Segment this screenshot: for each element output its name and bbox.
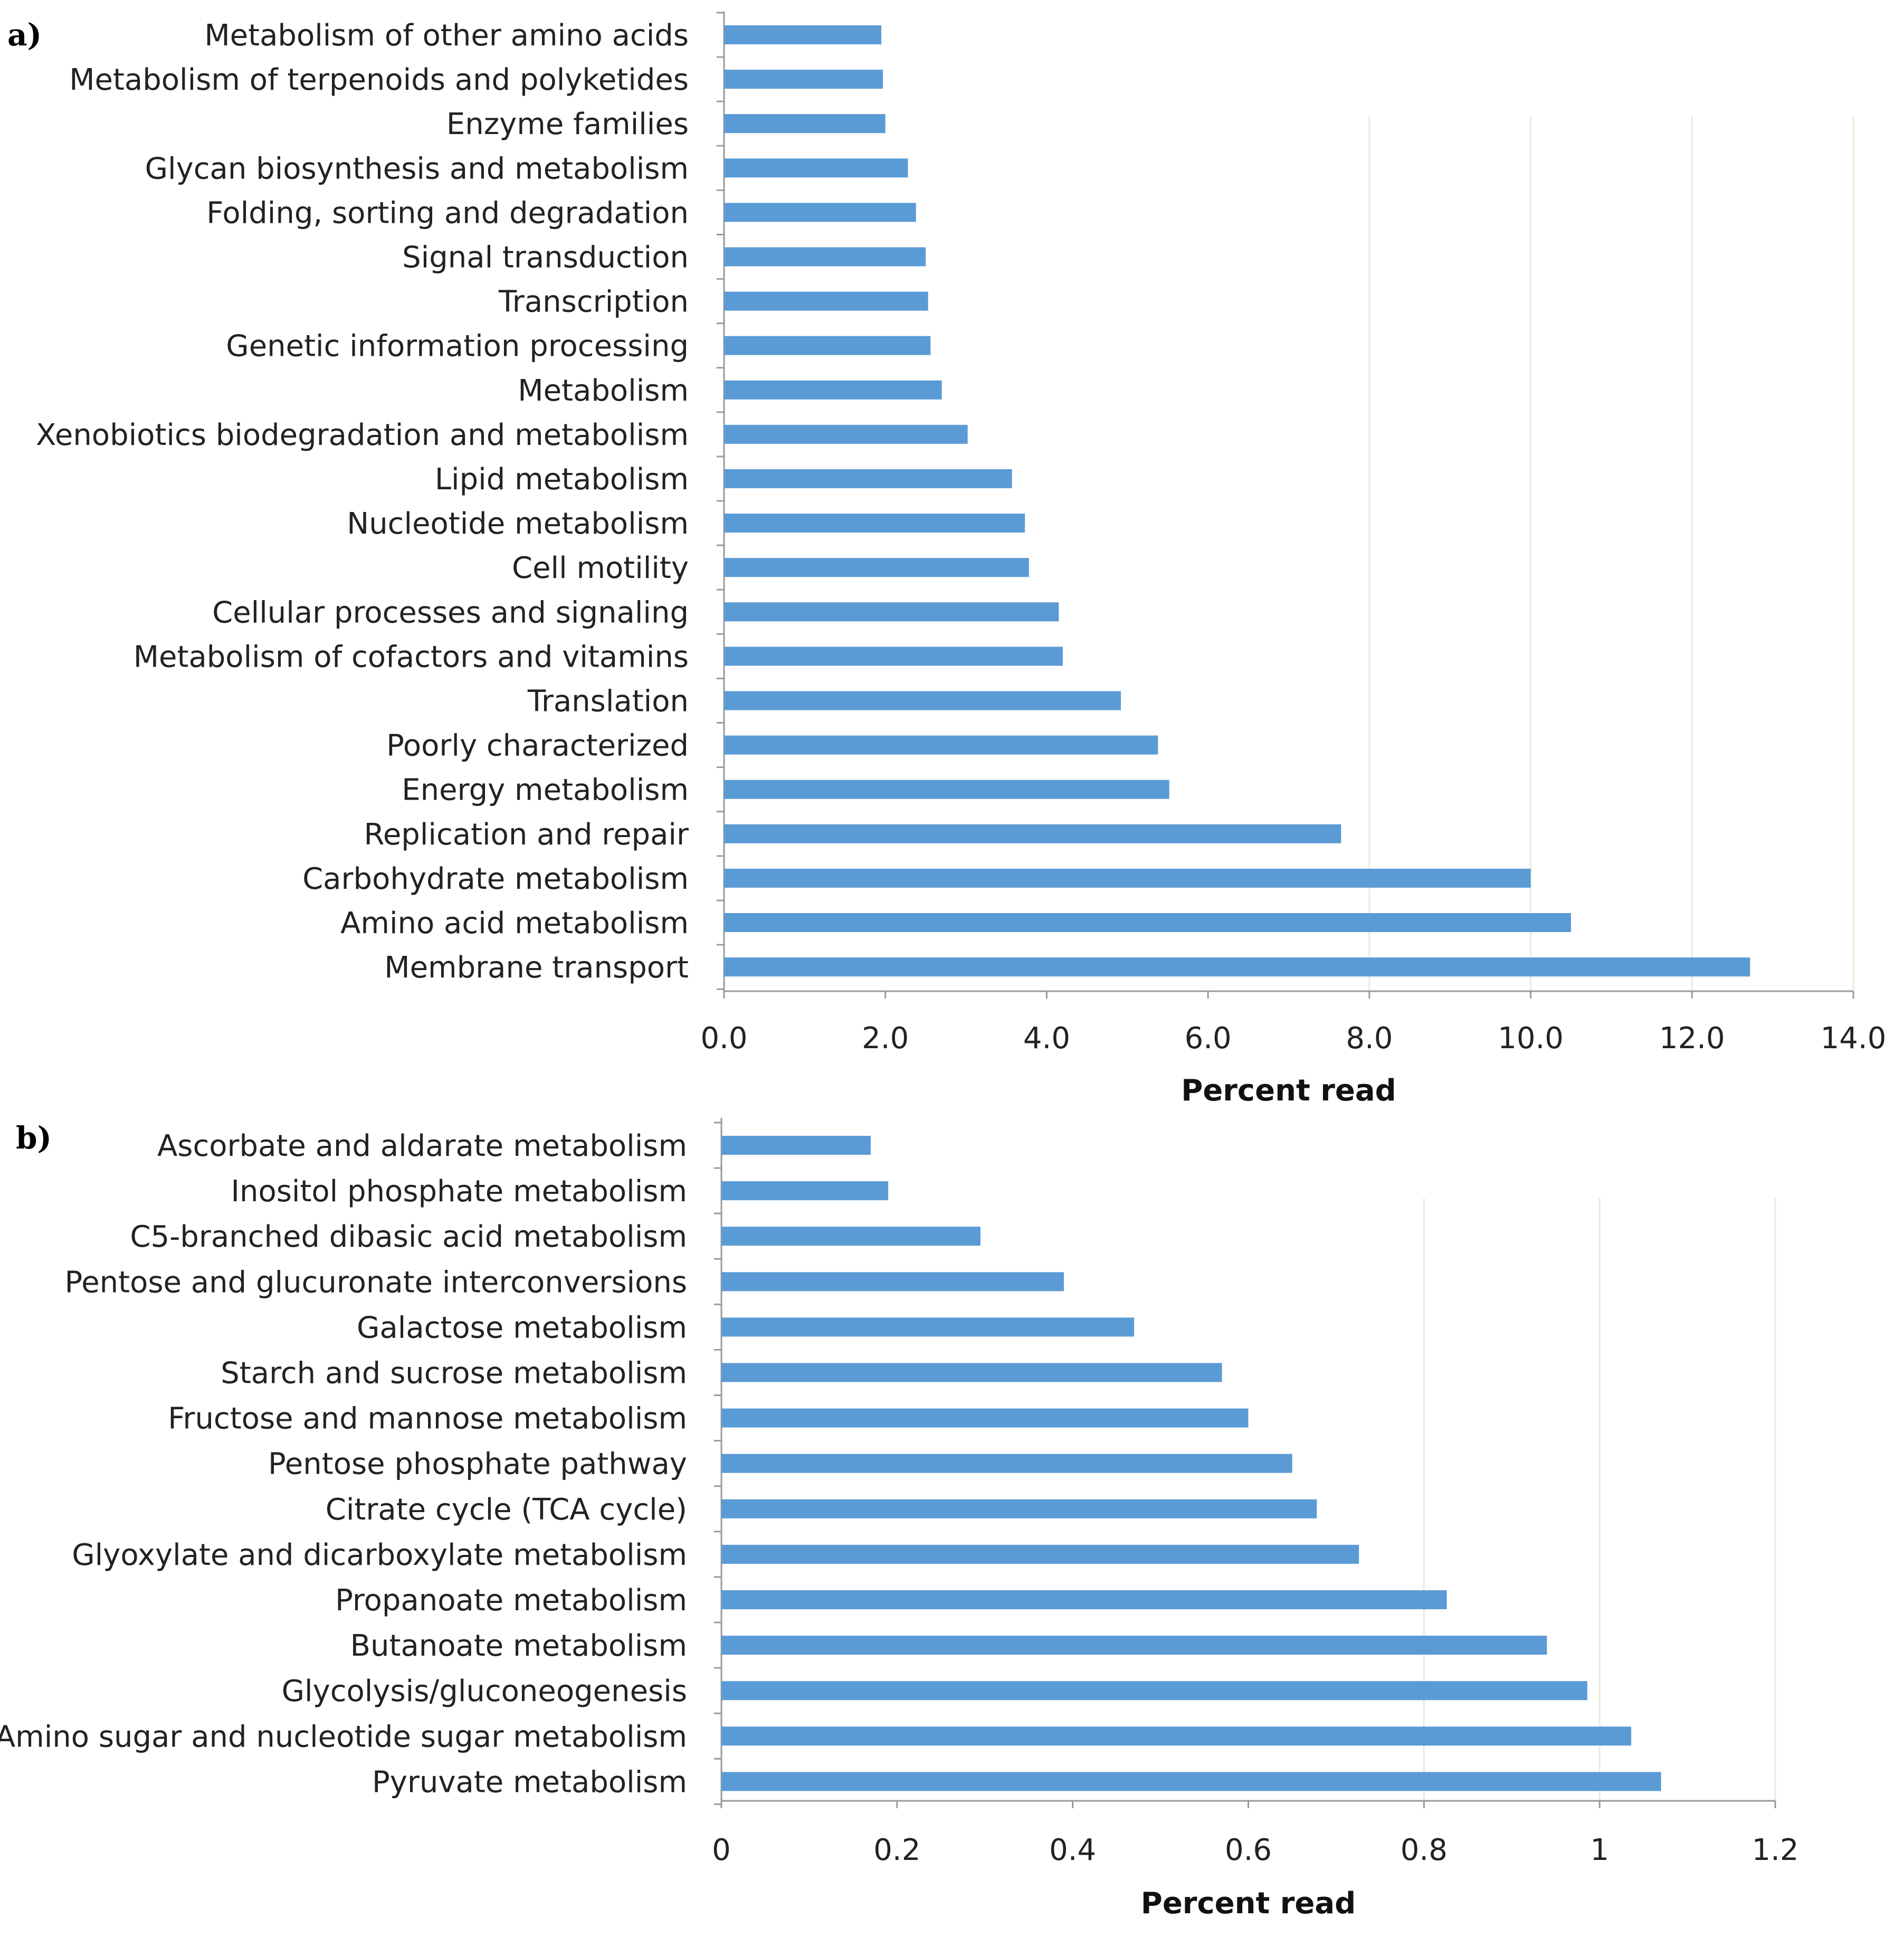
panel-a-bar bbox=[724, 735, 1158, 755]
panel-b-label: b) bbox=[16, 1120, 52, 1156]
panel-b-x-tick-label: 0 bbox=[712, 1833, 731, 1867]
panel-a-bar bbox=[724, 380, 942, 400]
panel-b-x-tick-label: 0.4 bbox=[1049, 1833, 1096, 1867]
panel-b-category-label: Butanoate metabolism bbox=[350, 1629, 687, 1663]
panel-a-bar bbox=[724, 25, 882, 44]
panel-a-bar bbox=[724, 957, 1750, 977]
panel-b-bar bbox=[721, 1726, 1632, 1746]
panel-a-bar bbox=[724, 203, 916, 222]
panel-a-bar bbox=[724, 514, 1025, 533]
panel-b-bar bbox=[721, 1772, 1661, 1791]
panel-a-category-label: Cellular processes and signaling bbox=[212, 595, 689, 630]
panel-a-x-tick-label: 12.0 bbox=[1659, 1021, 1725, 1056]
panel-a-bar bbox=[724, 247, 926, 267]
panel-b-x-axis-title: Percent read bbox=[1141, 1886, 1356, 1921]
panel-a-bar bbox=[724, 868, 1531, 888]
panel-a-bar bbox=[724, 70, 883, 89]
panel-b-bar bbox=[721, 1590, 1447, 1609]
panel-a-category-label: Metabolism bbox=[518, 374, 689, 408]
panel-a-category-label: Lipid metabolism bbox=[435, 462, 689, 497]
panel-b-category-label: Citrate cycle (TCA cycle) bbox=[326, 1493, 687, 1527]
panel-a-x-tick-label: 6.0 bbox=[1185, 1021, 1232, 1056]
panel-b-category-label: Pentose phosphate pathway bbox=[268, 1447, 687, 1482]
panel-a-category-label: Translation bbox=[527, 685, 689, 719]
panel-a-bar bbox=[724, 602, 1059, 622]
panel-a-bar bbox=[724, 114, 886, 134]
panel-b-category-label: Galactose metabolism bbox=[357, 1311, 687, 1345]
panel-a-category-label: Carbohydrate metabolism bbox=[302, 862, 689, 896]
panel-b-bar bbox=[721, 1681, 1587, 1701]
panel-a-category-label: Amino acid metabolism bbox=[340, 906, 689, 941]
panel-b-x-tick-label: 0.2 bbox=[873, 1833, 920, 1867]
panel-b-bar bbox=[721, 1317, 1135, 1337]
panel-a-x-tick-label: 2.0 bbox=[862, 1021, 909, 1056]
panel-a-category-label: Cell motility bbox=[512, 551, 689, 585]
panel-b-bar bbox=[721, 1181, 889, 1201]
panel-a-bar bbox=[724, 824, 1341, 843]
panel-a-category-label: Genetic information processing bbox=[226, 329, 689, 364]
panel-a-x-tick-label: 14.0 bbox=[1821, 1021, 1887, 1056]
panel-b-category-label: Pentose and glucuronate interconversions bbox=[64, 1265, 687, 1299]
panel-b-category-label: Starch and sucrose metabolism bbox=[221, 1356, 687, 1391]
panel-a-x-tick-label: 10.0 bbox=[1498, 1021, 1564, 1056]
panel-a-category-label: Transcription bbox=[498, 285, 689, 319]
panel-a-category-label: Signal transduction bbox=[402, 241, 689, 275]
panel-a-category-label: Enzyme families bbox=[446, 107, 689, 141]
panel-b-x-tick-label: 1 bbox=[1590, 1833, 1609, 1867]
panel-a-category-label: Metabolism of cofactors and vitamins bbox=[134, 640, 689, 674]
panel-a-x-tick-label: 4.0 bbox=[1023, 1021, 1070, 1056]
panel-b-bar bbox=[721, 1544, 1359, 1564]
panel-b-category-label: Inositol phosphate metabolism bbox=[231, 1174, 687, 1209]
panel-a-bar bbox=[724, 691, 1121, 710]
panel-b-bar bbox=[721, 1408, 1249, 1428]
panel-b-category-label: Fructose and mannose metabolism bbox=[168, 1402, 687, 1436]
panel-b-x-tick-label: 0.6 bbox=[1225, 1833, 1272, 1867]
panel-b-category-label: Glyoxylate and dicarboxylate metabolism bbox=[72, 1538, 687, 1572]
panel-b-category-label: Amino sugar and nucleotide sugar metabol… bbox=[0, 1720, 687, 1754]
panel-a-bar bbox=[724, 291, 928, 311]
panel-b-category-label: Ascorbate and aldarate metabolism bbox=[157, 1129, 687, 1163]
panel-b-bar bbox=[721, 1363, 1222, 1382]
panel-a-bar bbox=[724, 424, 968, 444]
panel-b-x-tick-label: 1.2 bbox=[1751, 1833, 1798, 1867]
panel-b-bar bbox=[721, 1636, 1547, 1655]
panel-b-bar bbox=[721, 1272, 1064, 1292]
panel-b-x-tick-label: 0.8 bbox=[1401, 1833, 1448, 1867]
panel-b-bar bbox=[721, 1499, 1317, 1518]
panel-a-bar bbox=[724, 158, 908, 178]
panel-a-x-axis-title: Percent read bbox=[1181, 1074, 1396, 1108]
panel-a-category-label: Membrane transport bbox=[384, 951, 689, 985]
panel-a-category-label: Xenobiotics biodegradation and metabolis… bbox=[36, 418, 689, 452]
panel-a-label: a) bbox=[7, 17, 42, 53]
panel-a-category-label: Poorly characterized bbox=[386, 729, 689, 763]
panel-a-bar bbox=[724, 780, 1169, 799]
panel-b-category-label: Glycolysis/gluconeogenesis bbox=[282, 1674, 687, 1708]
panel-a-bar bbox=[724, 469, 1012, 488]
panel-a-bar bbox=[724, 336, 931, 355]
panel-a-category-label: Energy metabolism bbox=[402, 773, 689, 808]
panel-a-bar bbox=[724, 647, 1063, 666]
panel-a-category-label: Metabolism of other amino acids bbox=[204, 18, 689, 53]
panel-a-category-label: Glycan biosynthesis and metabolism bbox=[145, 151, 689, 186]
panel-a-category-label: Folding, sorting and degradation bbox=[206, 196, 689, 230]
panel-b-category-label: Pyruvate metabolism bbox=[372, 1765, 687, 1799]
panel-a-category-label: Nucleotide metabolism bbox=[347, 507, 689, 541]
panel-b-bar bbox=[721, 1227, 980, 1246]
panel-a-bar bbox=[724, 558, 1029, 577]
panel-b-category-label: C5-branched dibasic acid metabolism bbox=[130, 1220, 687, 1254]
panel-a-category-label: Replication and repair bbox=[364, 818, 689, 852]
panel-a-x-tick-label: 8.0 bbox=[1346, 1021, 1393, 1056]
panel-b-bar bbox=[721, 1454, 1292, 1473]
panel-b-bar bbox=[721, 1136, 871, 1155]
panel-b-category-label: Propanoate metabolism bbox=[335, 1583, 687, 1618]
panel-a-x-tick-label: 0.0 bbox=[700, 1021, 747, 1056]
panel-a-bar bbox=[724, 913, 1571, 932]
panel-a-category-label: Metabolism of terpenoids and polyketides bbox=[69, 63, 689, 97]
